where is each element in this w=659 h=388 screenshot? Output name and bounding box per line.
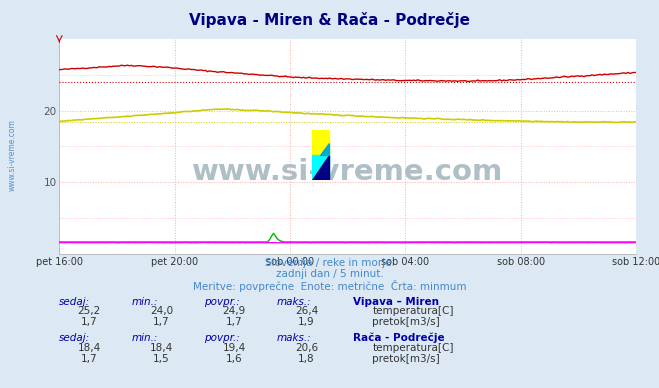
- Text: 1,7: 1,7: [80, 353, 98, 364]
- Text: 19,4: 19,4: [222, 343, 246, 353]
- Text: sedaj:: sedaj:: [59, 296, 90, 307]
- Text: www.si-vreme.com: www.si-vreme.com: [192, 158, 503, 186]
- Text: Rača - Podrečje: Rača - Podrečje: [353, 333, 444, 343]
- Text: 26,4: 26,4: [295, 306, 318, 316]
- Text: povpr.:: povpr.:: [204, 296, 240, 307]
- Text: 1,7: 1,7: [225, 317, 243, 327]
- Text: 20,6: 20,6: [295, 343, 318, 353]
- Text: 25,2: 25,2: [77, 306, 101, 316]
- Text: www.si-vreme.com: www.si-vreme.com: [7, 119, 16, 191]
- Text: 1,9: 1,9: [298, 317, 315, 327]
- Text: 1,7: 1,7: [153, 317, 170, 327]
- Text: Meritve: povprečne  Enote: metrične  Črta: minmum: Meritve: povprečne Enote: metrične Črta:…: [192, 280, 467, 292]
- Text: povpr.:: povpr.:: [204, 333, 240, 343]
- Text: 1,8: 1,8: [298, 353, 315, 364]
- Text: 1,7: 1,7: [80, 317, 98, 327]
- Text: 24,9: 24,9: [222, 306, 246, 316]
- Text: maks.:: maks.:: [277, 296, 312, 307]
- Polygon shape: [312, 155, 329, 180]
- Text: maks.:: maks.:: [277, 333, 312, 343]
- Text: zadnji dan / 5 minut.: zadnji dan / 5 minut.: [275, 269, 384, 279]
- Text: min.:: min.:: [132, 333, 158, 343]
- Text: pretok[m3/s]: pretok[m3/s]: [372, 353, 440, 364]
- Text: 24,0: 24,0: [150, 306, 173, 316]
- Text: 18,4: 18,4: [77, 343, 101, 353]
- Text: Vipava - Miren & Rača - Podrečje: Vipava - Miren & Rača - Podrečje: [189, 12, 470, 28]
- Text: sedaj:: sedaj:: [59, 333, 90, 343]
- Text: pretok[m3/s]: pretok[m3/s]: [372, 317, 440, 327]
- Text: Vipava – Miren: Vipava – Miren: [353, 296, 439, 307]
- Text: temperatura[C]: temperatura[C]: [372, 306, 454, 316]
- Text: min.:: min.:: [132, 296, 158, 307]
- Text: 18,4: 18,4: [150, 343, 173, 353]
- Text: 1,5: 1,5: [153, 353, 170, 364]
- Polygon shape: [312, 155, 329, 180]
- Bar: [312, 130, 329, 155]
- Text: temperatura[C]: temperatura[C]: [372, 343, 454, 353]
- Polygon shape: [320, 142, 329, 155]
- Text: 1,6: 1,6: [225, 353, 243, 364]
- Text: Slovenija / reke in morje.: Slovenija / reke in morje.: [264, 258, 395, 268]
